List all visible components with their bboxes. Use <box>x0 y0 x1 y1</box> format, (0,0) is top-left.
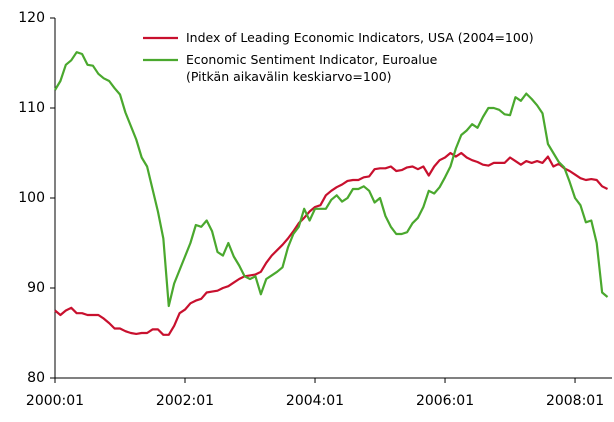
legend-label: Economic Sentiment Indicator, Euroalue (… <box>186 52 438 84</box>
y-tick-label: 90 <box>27 280 45 296</box>
series-line <box>54 51 609 308</box>
legend-label: Index of Leading Economic Indicators, US… <box>186 30 534 45</box>
y-tick-label: 100 <box>18 190 45 206</box>
x-tick-label: 2006:01 <box>416 393 474 409</box>
x-tick-label: 2004:01 <box>286 393 344 409</box>
x-tick-label: 2002:01 <box>156 393 214 409</box>
y-tick-label: 80 <box>27 370 45 386</box>
y-tick-label: 110 <box>18 100 45 116</box>
series-line <box>54 151 609 336</box>
x-tick-label: 2008:01 <box>546 393 604 409</box>
x-tick-label: 2000:01 <box>26 393 84 409</box>
y-tick-label: 120 <box>18 10 45 26</box>
